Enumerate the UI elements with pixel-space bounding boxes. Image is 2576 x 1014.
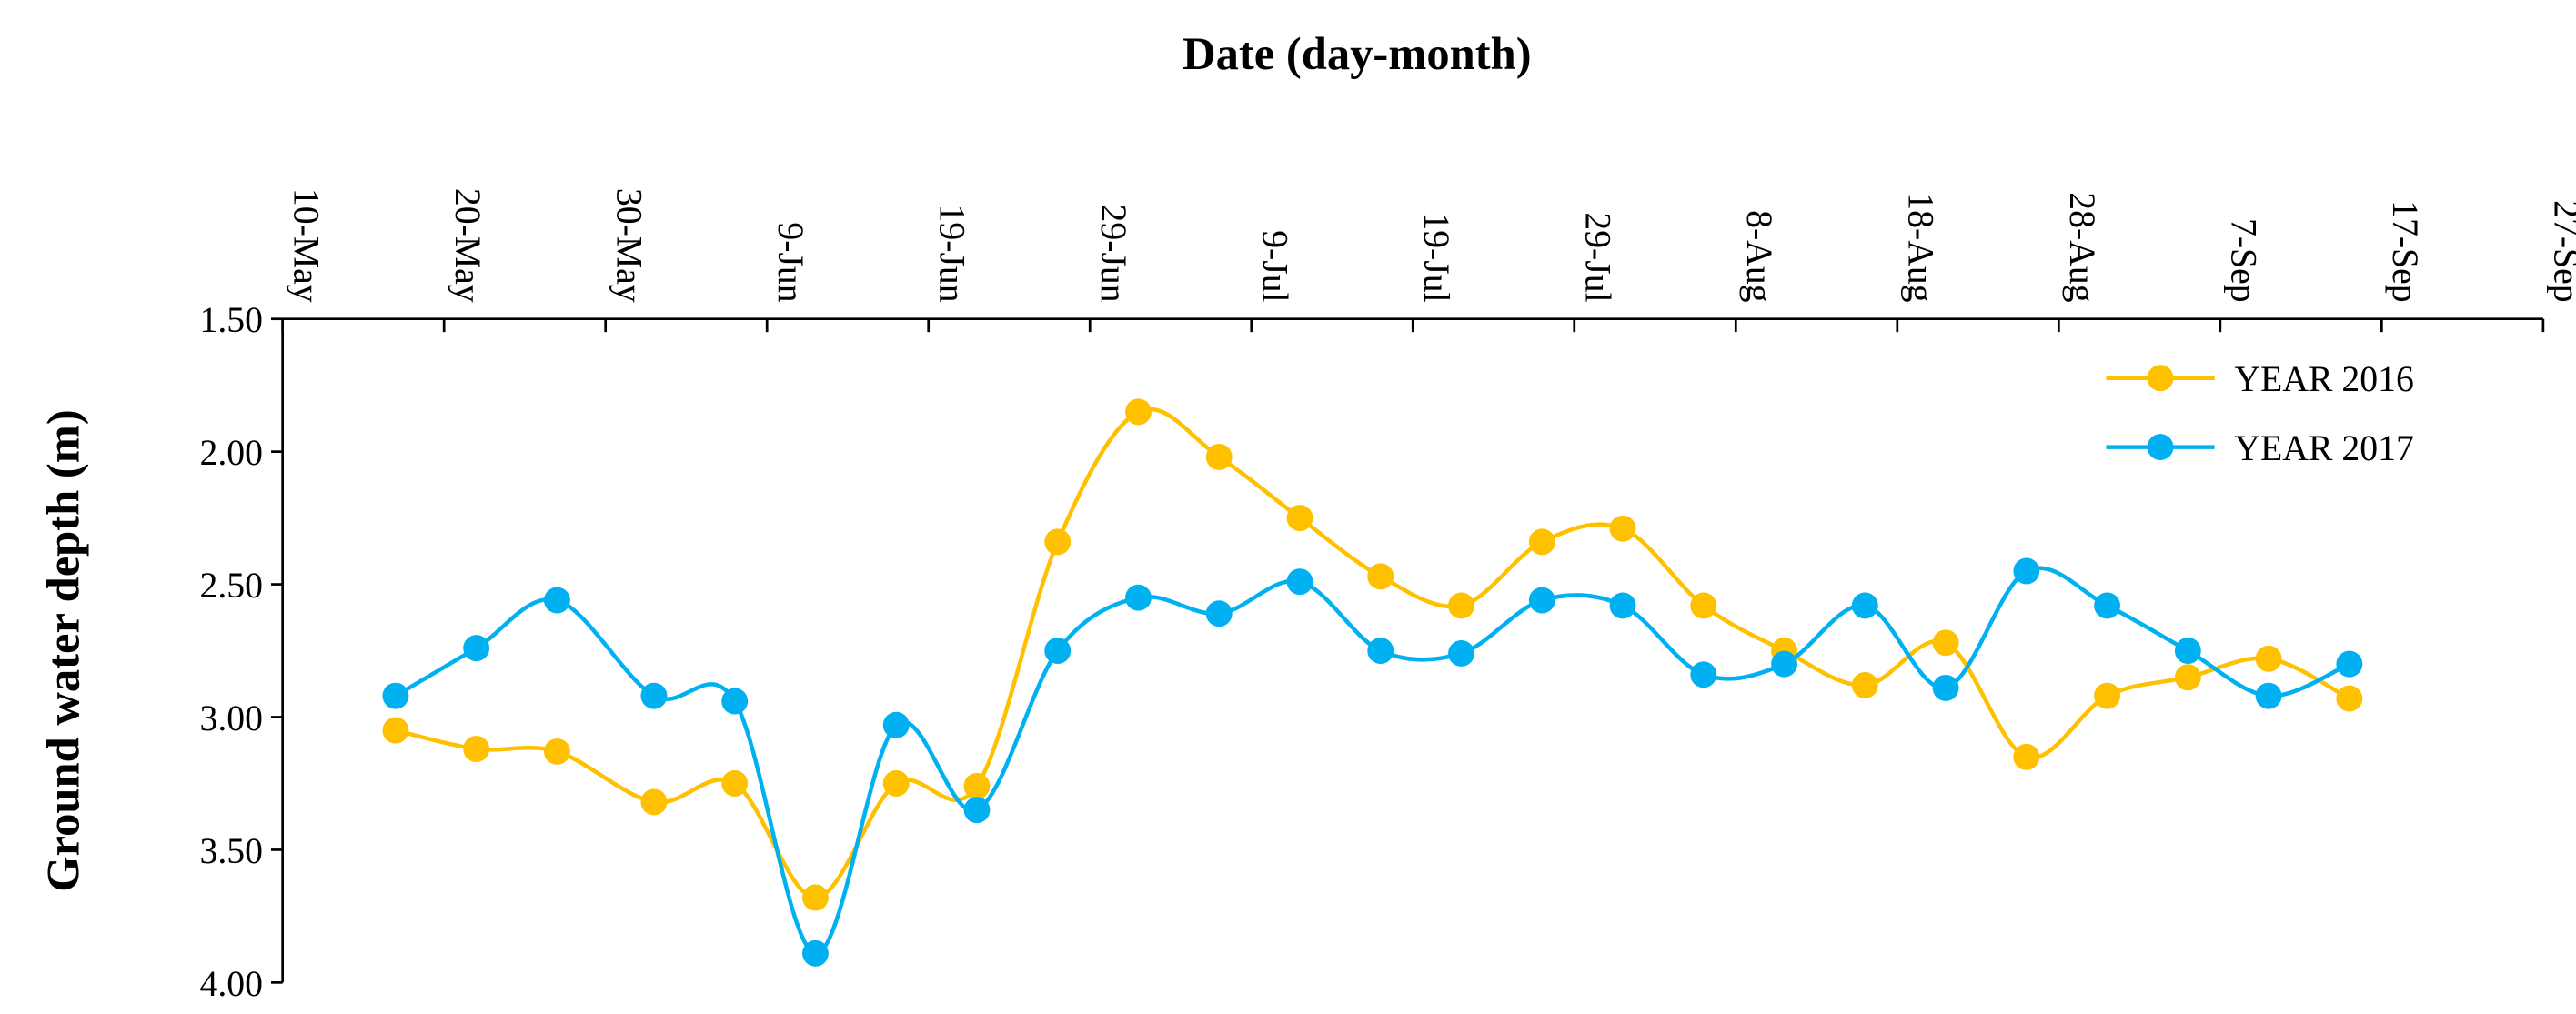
y-tick-label: 2.00	[199, 433, 263, 473]
data-point	[1609, 515, 1636, 542]
data-point	[1044, 638, 1072, 664]
legend-label: YEAR 2017	[2234, 428, 2413, 468]
series-line	[395, 407, 2350, 900]
data-point	[640, 682, 668, 709]
data-point	[543, 587, 570, 614]
data-point	[802, 939, 829, 967]
data-point	[2013, 557, 2040, 585]
data-point	[463, 736, 490, 762]
y-tick-label: 3.00	[199, 698, 263, 738]
data-point	[543, 738, 570, 765]
data-point	[1125, 584, 1152, 611]
data-point	[1528, 587, 1555, 614]
data-point	[2013, 743, 2040, 770]
data-point	[1286, 568, 1313, 596]
data-point	[640, 788, 668, 816]
data-point	[1044, 528, 1072, 556]
data-point	[1771, 650, 1798, 678]
x-tick-label: 29-Jul	[1577, 212, 1617, 302]
x-tick-label: 8-Aug	[1739, 210, 1779, 303]
data-point	[1367, 563, 1394, 590]
y-tick-label: 4.00	[199, 964, 263, 1004]
legend-marker	[2147, 365, 2174, 392]
x-axis-title: Date (day-month)	[1182, 28, 1531, 79]
data-point	[2094, 682, 2121, 709]
x-tick-label: 17-Sep	[2385, 200, 2425, 303]
data-point	[963, 797, 991, 824]
x-tick-label: 10-May	[286, 188, 326, 303]
x-tick-label: 28-Aug	[2062, 192, 2102, 302]
y-tick-label: 2.50	[199, 566, 263, 606]
data-point	[1367, 638, 1394, 664]
data-point	[1286, 505, 1313, 532]
data-point	[1851, 592, 1878, 619]
data-point	[2255, 645, 2282, 672]
data-point	[1448, 640, 1474, 667]
data-point	[1205, 600, 1233, 627]
x-tick-label: 30-May	[609, 188, 649, 303]
legend-marker	[2147, 434, 2174, 461]
data-point	[1528, 528, 1555, 556]
y-tick-label: 3.50	[199, 831, 263, 871]
data-point	[721, 688, 749, 715]
data-point	[2255, 682, 2282, 709]
legend-label: YEAR 2016	[2234, 359, 2413, 399]
data-point	[2094, 592, 2121, 619]
data-point	[721, 770, 749, 797]
data-point	[382, 682, 409, 709]
data-point	[1932, 674, 1959, 701]
x-tick-label: 9-Jul	[1254, 230, 1294, 302]
data-point	[882, 711, 910, 738]
x-tick-label: 18-Aug	[1900, 192, 1940, 302]
data-point	[1448, 592, 1474, 619]
x-tick-label: 27-Sep	[2547, 200, 2576, 303]
y-axis-title: Ground water depth (m)	[38, 409, 89, 891]
x-tick-label: 9-Jun	[770, 222, 810, 302]
series-line	[394, 566, 2350, 956]
x-tick-label: 29-Jun	[1093, 205, 1133, 303]
data-point	[882, 770, 910, 797]
data-point	[1609, 592, 1636, 619]
data-point	[802, 884, 829, 911]
x-tick-label: 20-May	[448, 188, 488, 303]
data-point	[1205, 444, 1233, 470]
data-point	[2174, 664, 2201, 691]
data-point	[1932, 629, 1959, 657]
data-point	[963, 772, 991, 799]
x-tick-label: 19-Jun	[931, 205, 971, 303]
x-tick-label: 19-Jul	[1416, 212, 1456, 302]
data-point	[2336, 650, 2363, 678]
data-point	[1851, 672, 1878, 698]
x-tick-label: 7-Sep	[2223, 218, 2263, 303]
data-point	[1125, 398, 1152, 426]
data-point	[1690, 592, 1717, 619]
data-point	[1690, 661, 1717, 688]
data-point	[382, 717, 409, 744]
data-point	[463, 635, 490, 662]
data-point	[2336, 685, 2363, 712]
data-point	[2174, 638, 2201, 664]
y-tick-label: 1.50	[199, 300, 263, 340]
